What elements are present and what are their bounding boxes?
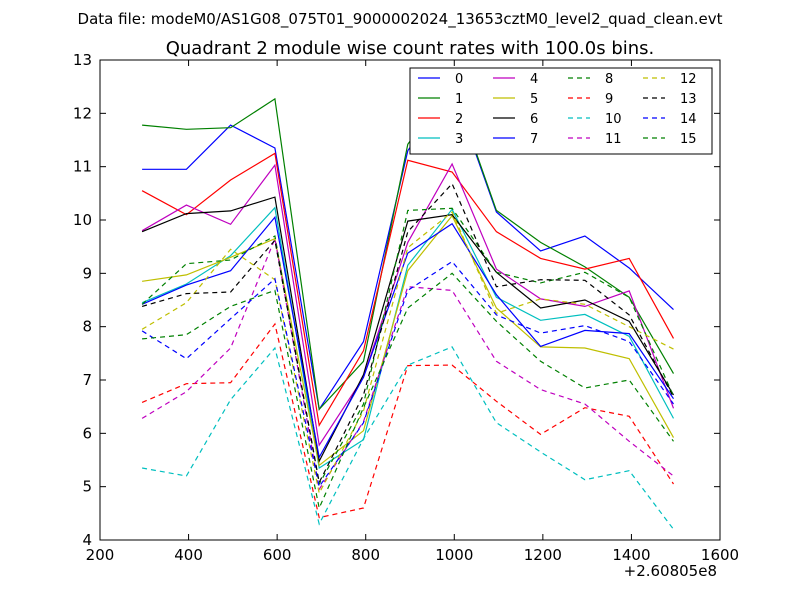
series-line-12 xyxy=(141,211,674,495)
series-line-3 xyxy=(141,206,675,469)
chart-suptitle: Data file: modeM0/AS1G08_075T01_90000020… xyxy=(78,10,723,29)
legend-label-9: 9 xyxy=(605,92,613,107)
chart-title: Quadrant 2 module wise count rates with … xyxy=(166,38,655,59)
x-tick-label: 1000 xyxy=(435,546,473,564)
legend-label-7: 7 xyxy=(530,132,538,147)
legend-label-10: 10 xyxy=(605,112,622,127)
series-line-7 xyxy=(141,215,674,460)
series-layer xyxy=(141,82,675,530)
legend-label-11: 11 xyxy=(605,132,622,147)
y-tick-label: 10 xyxy=(73,211,92,229)
y-tick-label: 7 xyxy=(82,371,92,389)
series-line-9 xyxy=(141,322,675,519)
legend-label-1: 1 xyxy=(455,92,463,107)
series-line-15 xyxy=(142,272,674,510)
x-tick-label: 200 xyxy=(86,546,115,564)
series-line-6 xyxy=(141,196,675,463)
axis-ticks: 200 400 600 800 1000 1200 1400 1600456789101112… xyxy=(73,51,739,564)
legend-label-13: 13 xyxy=(680,92,697,107)
legend-label-6: 6 xyxy=(530,112,538,127)
legend-label-5: 5 xyxy=(530,92,538,107)
y-tick-label: 8 xyxy=(82,318,92,336)
legend-label-2: 2 xyxy=(455,112,463,127)
y-tick-label: 12 xyxy=(73,104,92,122)
legend-label-8: 8 xyxy=(605,72,613,87)
x-tick-label: 1600 xyxy=(701,546,739,564)
legend-box xyxy=(409,67,713,155)
series-line-0 xyxy=(142,85,674,411)
y-tick-label: 13 xyxy=(73,51,92,69)
x-tick-label: 1200 xyxy=(524,546,562,564)
series-line-4 xyxy=(141,162,675,447)
y-tick-label: 9 xyxy=(82,264,92,282)
plot-frame xyxy=(99,59,721,541)
legend-label-15: 15 xyxy=(680,132,697,147)
x-tick-label: 800 xyxy=(351,546,380,564)
x-tick-label: 400 xyxy=(174,546,203,564)
legend-label-3: 3 xyxy=(455,132,463,147)
y-tick-label: 5 xyxy=(82,478,92,496)
y-tick-label: 4 xyxy=(82,531,92,549)
x-tick-label: 600 xyxy=(263,546,292,564)
x-offset-label: +2.60805e8 xyxy=(624,562,717,580)
legend-label-12: 12 xyxy=(680,72,697,87)
series-line-11 xyxy=(141,236,674,491)
series-line-13 xyxy=(141,182,675,485)
legend-label-14: 14 xyxy=(680,112,697,127)
y-tick-label: 11 xyxy=(73,158,92,176)
series-line-10 xyxy=(141,346,674,530)
series-line-14 xyxy=(141,260,674,489)
series-line-8 xyxy=(141,207,675,486)
series-line-5 xyxy=(142,214,675,467)
y-tick-label: 6 xyxy=(82,424,92,442)
series-line-2 xyxy=(141,152,675,428)
x-tick-label: 1400 xyxy=(612,546,650,564)
legend-label-4: 4 xyxy=(530,72,538,87)
legend-label-0: 0 xyxy=(455,72,463,87)
series-line-1 xyxy=(142,82,675,411)
